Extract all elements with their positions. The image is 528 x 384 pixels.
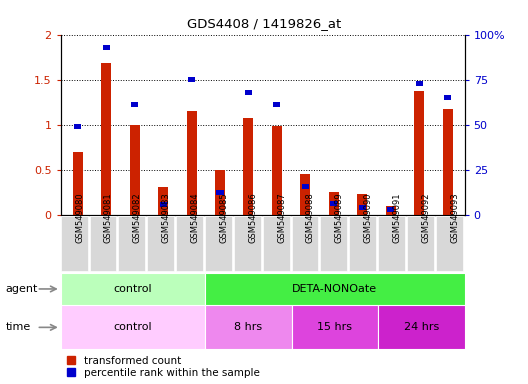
Text: control: control xyxy=(114,284,152,294)
Bar xyxy=(73,152,83,215)
Text: GSM549090: GSM549090 xyxy=(364,193,373,243)
Bar xyxy=(291,216,318,271)
Bar xyxy=(147,216,174,271)
Text: GSM549093: GSM549093 xyxy=(450,193,459,243)
Text: GSM549092: GSM549092 xyxy=(421,193,430,243)
Bar xyxy=(176,216,203,271)
Bar xyxy=(130,125,139,215)
Bar xyxy=(329,192,339,215)
Bar xyxy=(245,90,252,95)
Bar xyxy=(205,273,465,305)
Bar xyxy=(442,109,452,215)
Text: 15 hrs: 15 hrs xyxy=(317,322,352,333)
Bar xyxy=(349,216,376,271)
Text: 24 hrs: 24 hrs xyxy=(404,322,439,333)
Bar xyxy=(61,216,88,271)
Bar xyxy=(74,124,81,129)
Text: DETA-NONOate: DETA-NONOate xyxy=(292,284,378,294)
Text: GSM549085: GSM549085 xyxy=(220,193,229,243)
Bar xyxy=(407,216,434,271)
Bar xyxy=(320,216,347,271)
Bar xyxy=(436,216,463,271)
Bar xyxy=(416,81,423,86)
Bar xyxy=(215,170,225,215)
Bar xyxy=(414,91,424,215)
Bar xyxy=(330,201,337,206)
Bar xyxy=(118,216,145,271)
Text: GSM549081: GSM549081 xyxy=(104,193,113,243)
Text: GSM549088: GSM549088 xyxy=(306,192,315,243)
Text: GSM549082: GSM549082 xyxy=(133,193,142,243)
Bar xyxy=(101,63,111,215)
Bar xyxy=(272,126,282,215)
Bar xyxy=(263,216,289,271)
Bar xyxy=(205,305,291,349)
Text: GSM549083: GSM549083 xyxy=(162,192,171,243)
Text: control: control xyxy=(114,322,152,333)
Bar xyxy=(234,216,261,271)
Text: GSM549089: GSM549089 xyxy=(335,193,344,243)
Text: GSM549080: GSM549080 xyxy=(75,193,84,243)
Text: GSM549086: GSM549086 xyxy=(248,192,257,243)
Bar xyxy=(90,216,116,271)
Bar xyxy=(274,103,280,108)
Text: GDS4408 / 1419826_at: GDS4408 / 1419826_at xyxy=(187,17,341,30)
Bar xyxy=(205,216,232,271)
Bar xyxy=(302,184,309,189)
Bar xyxy=(378,216,405,271)
Bar xyxy=(386,206,395,215)
Text: GSM549091: GSM549091 xyxy=(392,193,401,243)
Text: GSM549084: GSM549084 xyxy=(191,193,200,243)
Bar xyxy=(216,190,223,195)
Bar xyxy=(188,77,195,82)
Bar xyxy=(387,207,394,212)
Bar xyxy=(243,118,253,215)
Bar xyxy=(444,95,451,100)
Bar xyxy=(359,205,366,210)
Bar xyxy=(186,111,196,215)
Text: time: time xyxy=(5,322,31,333)
Bar xyxy=(357,194,367,215)
Text: GSM549087: GSM549087 xyxy=(277,192,286,243)
Legend: transformed count, percentile rank within the sample: transformed count, percentile rank withi… xyxy=(66,355,260,379)
Bar xyxy=(102,45,110,50)
Bar xyxy=(61,273,205,305)
Bar xyxy=(300,174,310,215)
Bar xyxy=(158,187,168,215)
Bar xyxy=(159,202,167,207)
Bar xyxy=(131,103,138,108)
Bar xyxy=(61,305,205,349)
Bar xyxy=(378,305,465,349)
Text: agent: agent xyxy=(5,284,37,294)
Bar xyxy=(291,305,378,349)
Text: 8 hrs: 8 hrs xyxy=(234,322,262,333)
